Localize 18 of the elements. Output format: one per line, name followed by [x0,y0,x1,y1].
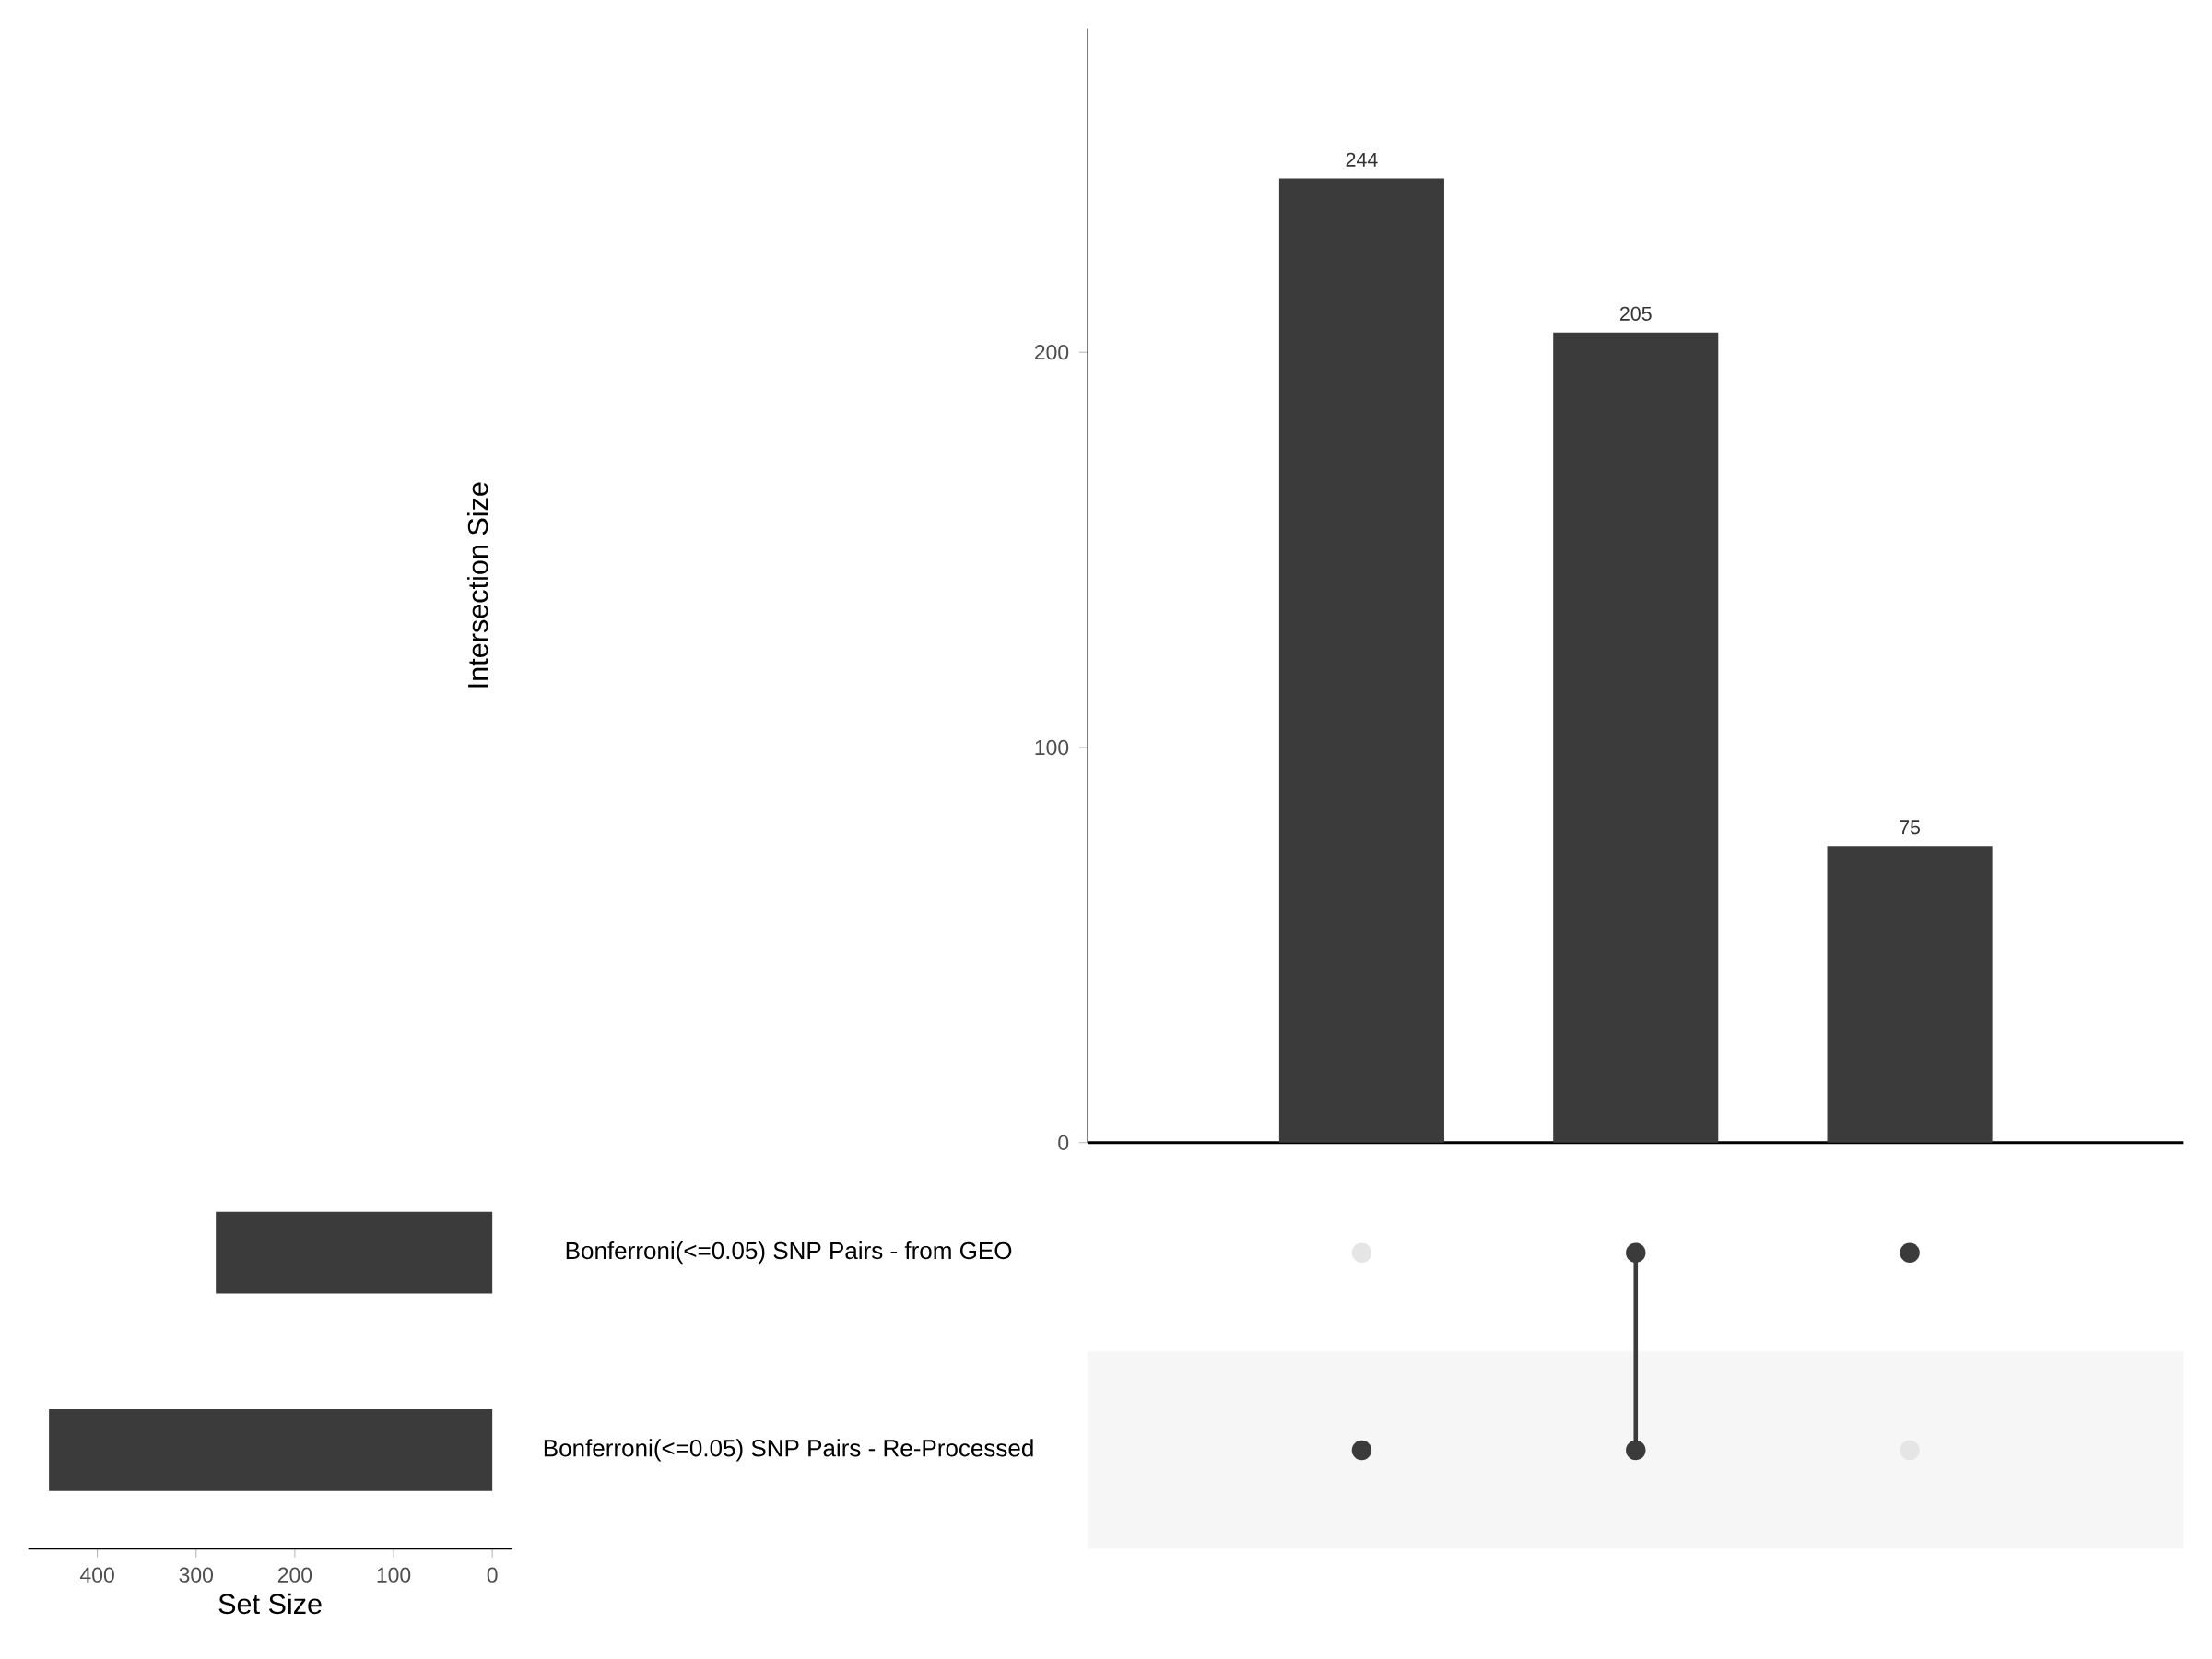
y-axis-title: Intersection Size [466,482,488,688]
bar [1553,332,1719,1143]
data-label: 244 [1346,152,1378,167]
y-tick-label: 0 [1058,1135,1069,1150]
x-axis-title: Set Size [218,1593,322,1615]
x-tick-label: 100 [377,1567,411,1583]
y-tick-label: Bonferroni(<=0.05) SNP Pairs - Re-Processed [544,1439,1033,1462]
bar [1278,178,1444,1143]
bar [1827,846,1993,1143]
y-tick-label: 100 [1035,739,1069,756]
x-tick-label: 200 [277,1567,312,1583]
data-label: 75 [1900,820,1921,835]
data-label: 205 [1619,306,1652,321]
y-tick-label: Bonferroni(<=0.05) SNP Pairs - from GEO [566,1241,1012,1265]
x-tick-label: 300 [179,1567,213,1583]
y-tick-label: 200 [1034,345,1069,360]
x-tick-label: 0 [487,1567,498,1583]
x-tick-label: 400 [79,1567,114,1583]
